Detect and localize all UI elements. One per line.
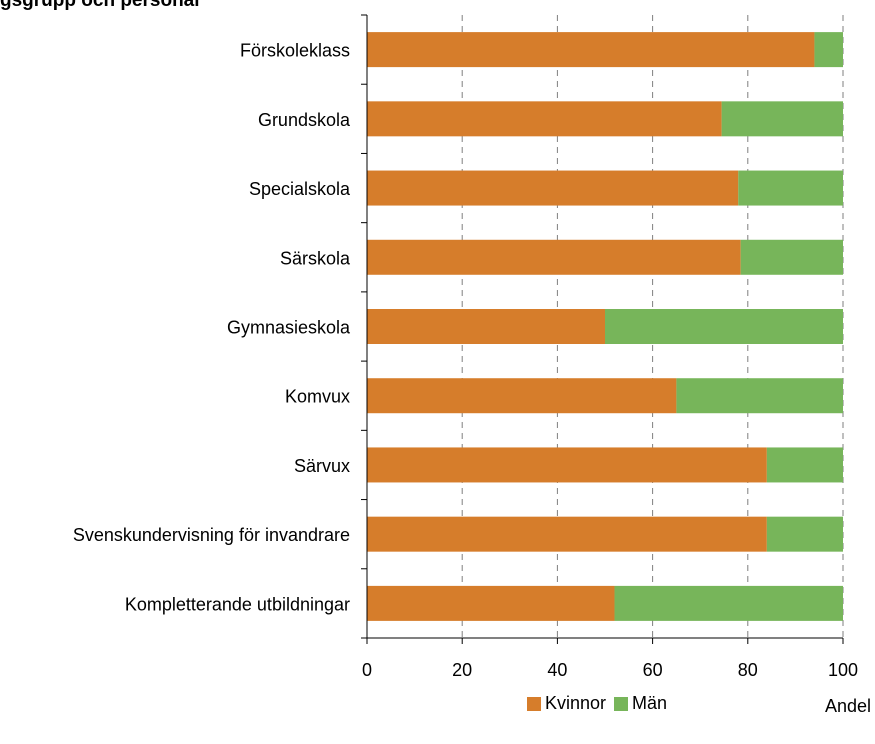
category-label: Särvux	[294, 456, 350, 476]
category-label: Svenskundervisning för invandrare	[73, 525, 350, 545]
legend: Kvinnor Män	[527, 693, 675, 714]
legend-label-kvinnor: Kvinnor	[545, 693, 607, 713]
x-tick-label: 40	[547, 660, 567, 680]
x-tick-label: 20	[452, 660, 472, 680]
x-tick-label: 60	[643, 660, 663, 680]
legend-item-man: Män	[614, 693, 667, 714]
bar-man	[814, 32, 843, 68]
bar-man	[614, 585, 843, 621]
bar-kvinnor	[367, 32, 815, 68]
bar-man	[766, 447, 843, 483]
legend-label-man: Män	[632, 693, 668, 713]
bar-man	[676, 378, 843, 414]
legend-swatch-kvinnor	[527, 696, 541, 711]
x-tick-label: 100	[828, 660, 858, 680]
bar-man	[605, 309, 843, 344]
bar-kvinnor	[367, 378, 677, 414]
category-label: Förskoleklass	[240, 41, 350, 61]
bar-man	[721, 101, 843, 137]
bar-kvinnor	[367, 447, 767, 483]
category-label: Komvux	[285, 387, 350, 407]
legend-swatch-man	[614, 696, 629, 711]
category-label: Särskola	[280, 248, 351, 268]
bar-kvinnor	[367, 101, 722, 137]
bar-kvinnor	[367, 239, 741, 275]
category-label: Specialskola	[249, 179, 351, 199]
x-axis-label: Andel	[825, 696, 871, 716]
legend-item-kvinnor: Kvinnor	[527, 693, 606, 714]
bar-kvinnor	[367, 516, 767, 552]
category-label: Kompletterande utbildningar	[125, 594, 350, 614]
category-label: Grundskola	[258, 110, 351, 130]
bar-kvinnor	[367, 585, 615, 621]
x-tick-label: 80	[738, 660, 758, 680]
bar-man	[766, 516, 843, 552]
bar-man	[738, 170, 843, 206]
category-label: Gymnasieskola	[227, 318, 351, 338]
bar-man	[740, 239, 843, 275]
bar-kvinnor	[367, 309, 605, 344]
x-tick-label: 0	[362, 660, 372, 680]
chart-title: gsgrupp och personal	[0, 0, 200, 11]
bar-kvinnor	[367, 170, 739, 206]
